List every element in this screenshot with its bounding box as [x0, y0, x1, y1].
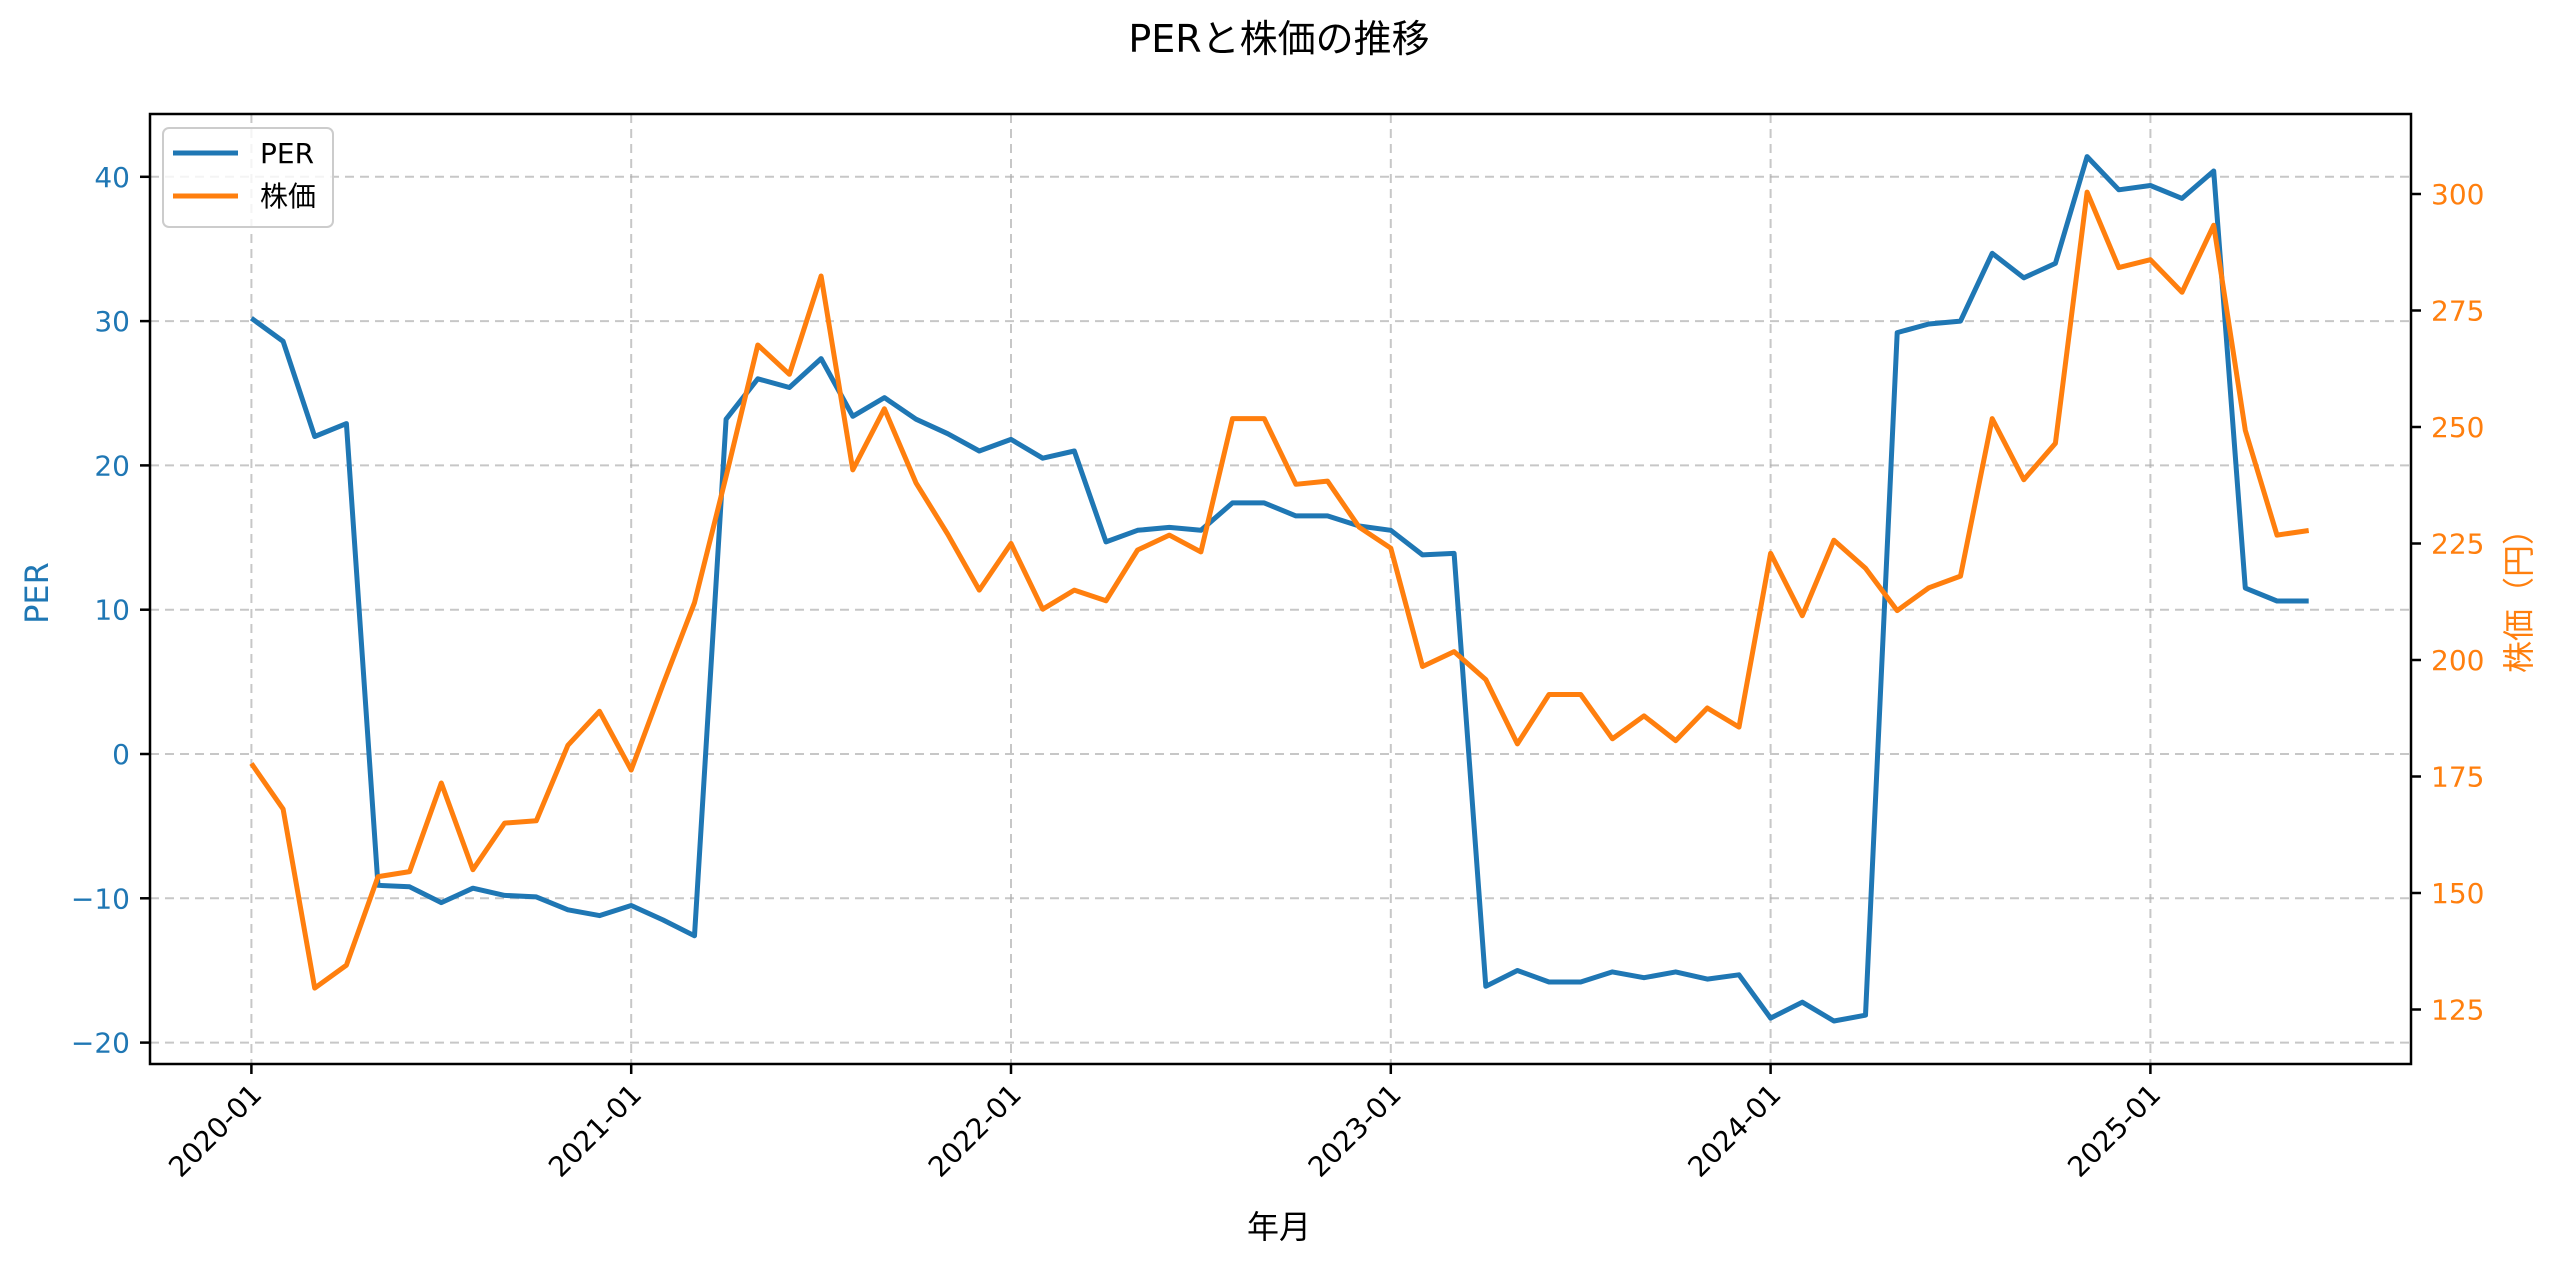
left-y-axis-label: PER — [18, 562, 56, 624]
plot-frame — [148, 112, 2413, 1066]
x-axis-label: 年月 — [1247, 1208, 1311, 1246]
legend-price-label: 株価 — [260, 180, 316, 213]
right-tick-label: 125 — [2431, 994, 2484, 1027]
legend-per-label: PER — [260, 137, 314, 170]
left-tick-label: 40 — [94, 161, 130, 194]
x-axis: 2020-01 2021-01 2022-01 2023-01 2024-01 2025-… — [162, 1064, 2167, 1184]
right-tick-label: 250 — [2431, 411, 2484, 444]
right-tick-label: 300 — [2431, 178, 2484, 211]
left-tick-label: 20 — [94, 449, 130, 482]
right-y-axis: 125 150 175 200 225 250 275 300 — [2411, 178, 2484, 1027]
x-tick-label: 2023-01 — [1302, 1078, 1408, 1184]
right-tick-label: 275 — [2431, 295, 2484, 328]
left-tick-label: 10 — [94, 594, 130, 627]
right-tick-label: 225 — [2431, 528, 2484, 561]
grid-lines — [150, 114, 2411, 1064]
left-tick-label: 0 — [112, 738, 130, 771]
chart-title: PERと株価の推移 — [1128, 17, 1429, 61]
x-tick-label: 2024-01 — [1681, 1078, 1787, 1184]
left-tick-label: 30 — [94, 305, 130, 338]
x-tick-label: 2021-01 — [542, 1078, 648, 1184]
data-series — [249, 154, 2310, 1024]
right-tick-label: 200 — [2431, 644, 2484, 677]
left-y-axis: −20 −10 0 10 20 30 40 — [71, 161, 150, 1060]
left-tick-label: −10 — [71, 882, 130, 915]
legend: PER 株価 — [162, 127, 334, 228]
x-tick-label: 2020-01 — [162, 1078, 268, 1184]
left-tick-label: −20 — [71, 1027, 130, 1060]
right-y-axis-label: 株価（円） — [2500, 513, 2538, 673]
series-line-per — [249, 154, 2309, 1024]
right-tick-label: 150 — [2431, 877, 2484, 910]
x-tick-label: 2025-01 — [2061, 1078, 2167, 1184]
series-line-price — [249, 189, 2310, 991]
x-tick-label: 2022-01 — [922, 1078, 1028, 1184]
right-tick-label: 175 — [2431, 761, 2484, 794]
